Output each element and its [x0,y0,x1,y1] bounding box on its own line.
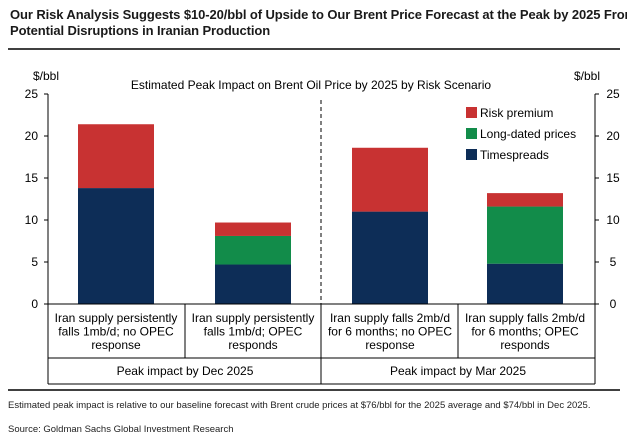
y-tick-label-left: 5 [31,255,38,269]
y-tick-label-right: 10 [606,213,620,227]
y-tick-label-right: 25 [606,87,620,101]
legend-label-3: Timespreads [480,148,549,162]
title-line-1: Our Risk Analysis Suggests $10-20/bbl of… [10,7,627,22]
group-label-mar-2025: Peak impact by Mar 2025 [390,364,526,378]
y-tick-label-left: 10 [25,213,39,227]
legend-swatch-1 [466,107,477,118]
bar-segment-timespreads-1 [78,188,154,304]
legend-swatch-3 [466,149,477,160]
x-category-label-1: Iran supply persistently falls 1mb/d; no … [55,311,178,352]
bar-segment-risk-premium-2 [215,222,291,236]
legend-swatch-2 [466,128,477,139]
y-axis-right: 0 5 10 15 20 25 [595,87,620,311]
x-category-label-2: Iran supply persistently falls 1mb/d; OPE… [192,311,315,352]
y-tick-label-left: 25 [25,87,39,101]
source-note: Source: Goldman Sachs Global Investment … [8,424,234,435]
bar-segment-risk-premium-1 [78,124,154,189]
legend-label-1: Risk premium [480,106,553,120]
bar-segment-risk-premium-4 [487,193,563,207]
bar-segment-risk-premium-3 [352,147,428,212]
y-axis-label-right: $/bbl [574,69,600,83]
y-tick-label-left: 15 [25,171,39,185]
page-title: Our Risk Analysis Suggests $10-20/bbl of… [10,7,627,39]
y-tick-label-right: 0 [610,297,617,311]
legend: Risk premium Long-dated prices Timespreads [466,106,576,162]
y-tick-label-right: 15 [606,171,620,185]
x-category-label-4: Iran supply falls 2mb/d for 6 months; OPE… [465,311,585,352]
x-axis-labels: Iran supply persistently falls 1mb/d; no … [55,311,585,352]
title-line-2: Potential Disruptions in Iranian Product… [10,23,271,38]
bar-segment-long-dated-prices-4 [487,206,563,264]
chart-title: Estimated Peak Impact on Brent Oil Price… [131,78,491,92]
y-tick-label-right: 20 [606,129,620,143]
bar-segment-timespreads-4 [487,263,563,304]
bars [78,124,563,304]
x-category-label-3: Iran supply falls 2mb/d for 6 months; no … [328,311,452,352]
bar-segment-long-dated-prices-2 [215,235,291,265]
legend-label-2: Long-dated prices [480,127,576,141]
y-axis-label-left: $/bbl [33,69,59,83]
bar-segment-timespreads-3 [352,211,428,304]
bar-segment-timespreads-2 [215,264,291,304]
y-tick-label-left: 20 [25,129,39,143]
footnote: Estimated peak impact is relative to our… [8,400,591,411]
y-tick-label-right: 5 [610,255,617,269]
y-tick-label-left: 0 [31,297,38,311]
y-axis-left: 0 5 10 15 20 25 [25,87,48,311]
group-label-dec-2025: Peak impact by Dec 2025 [117,364,254,378]
